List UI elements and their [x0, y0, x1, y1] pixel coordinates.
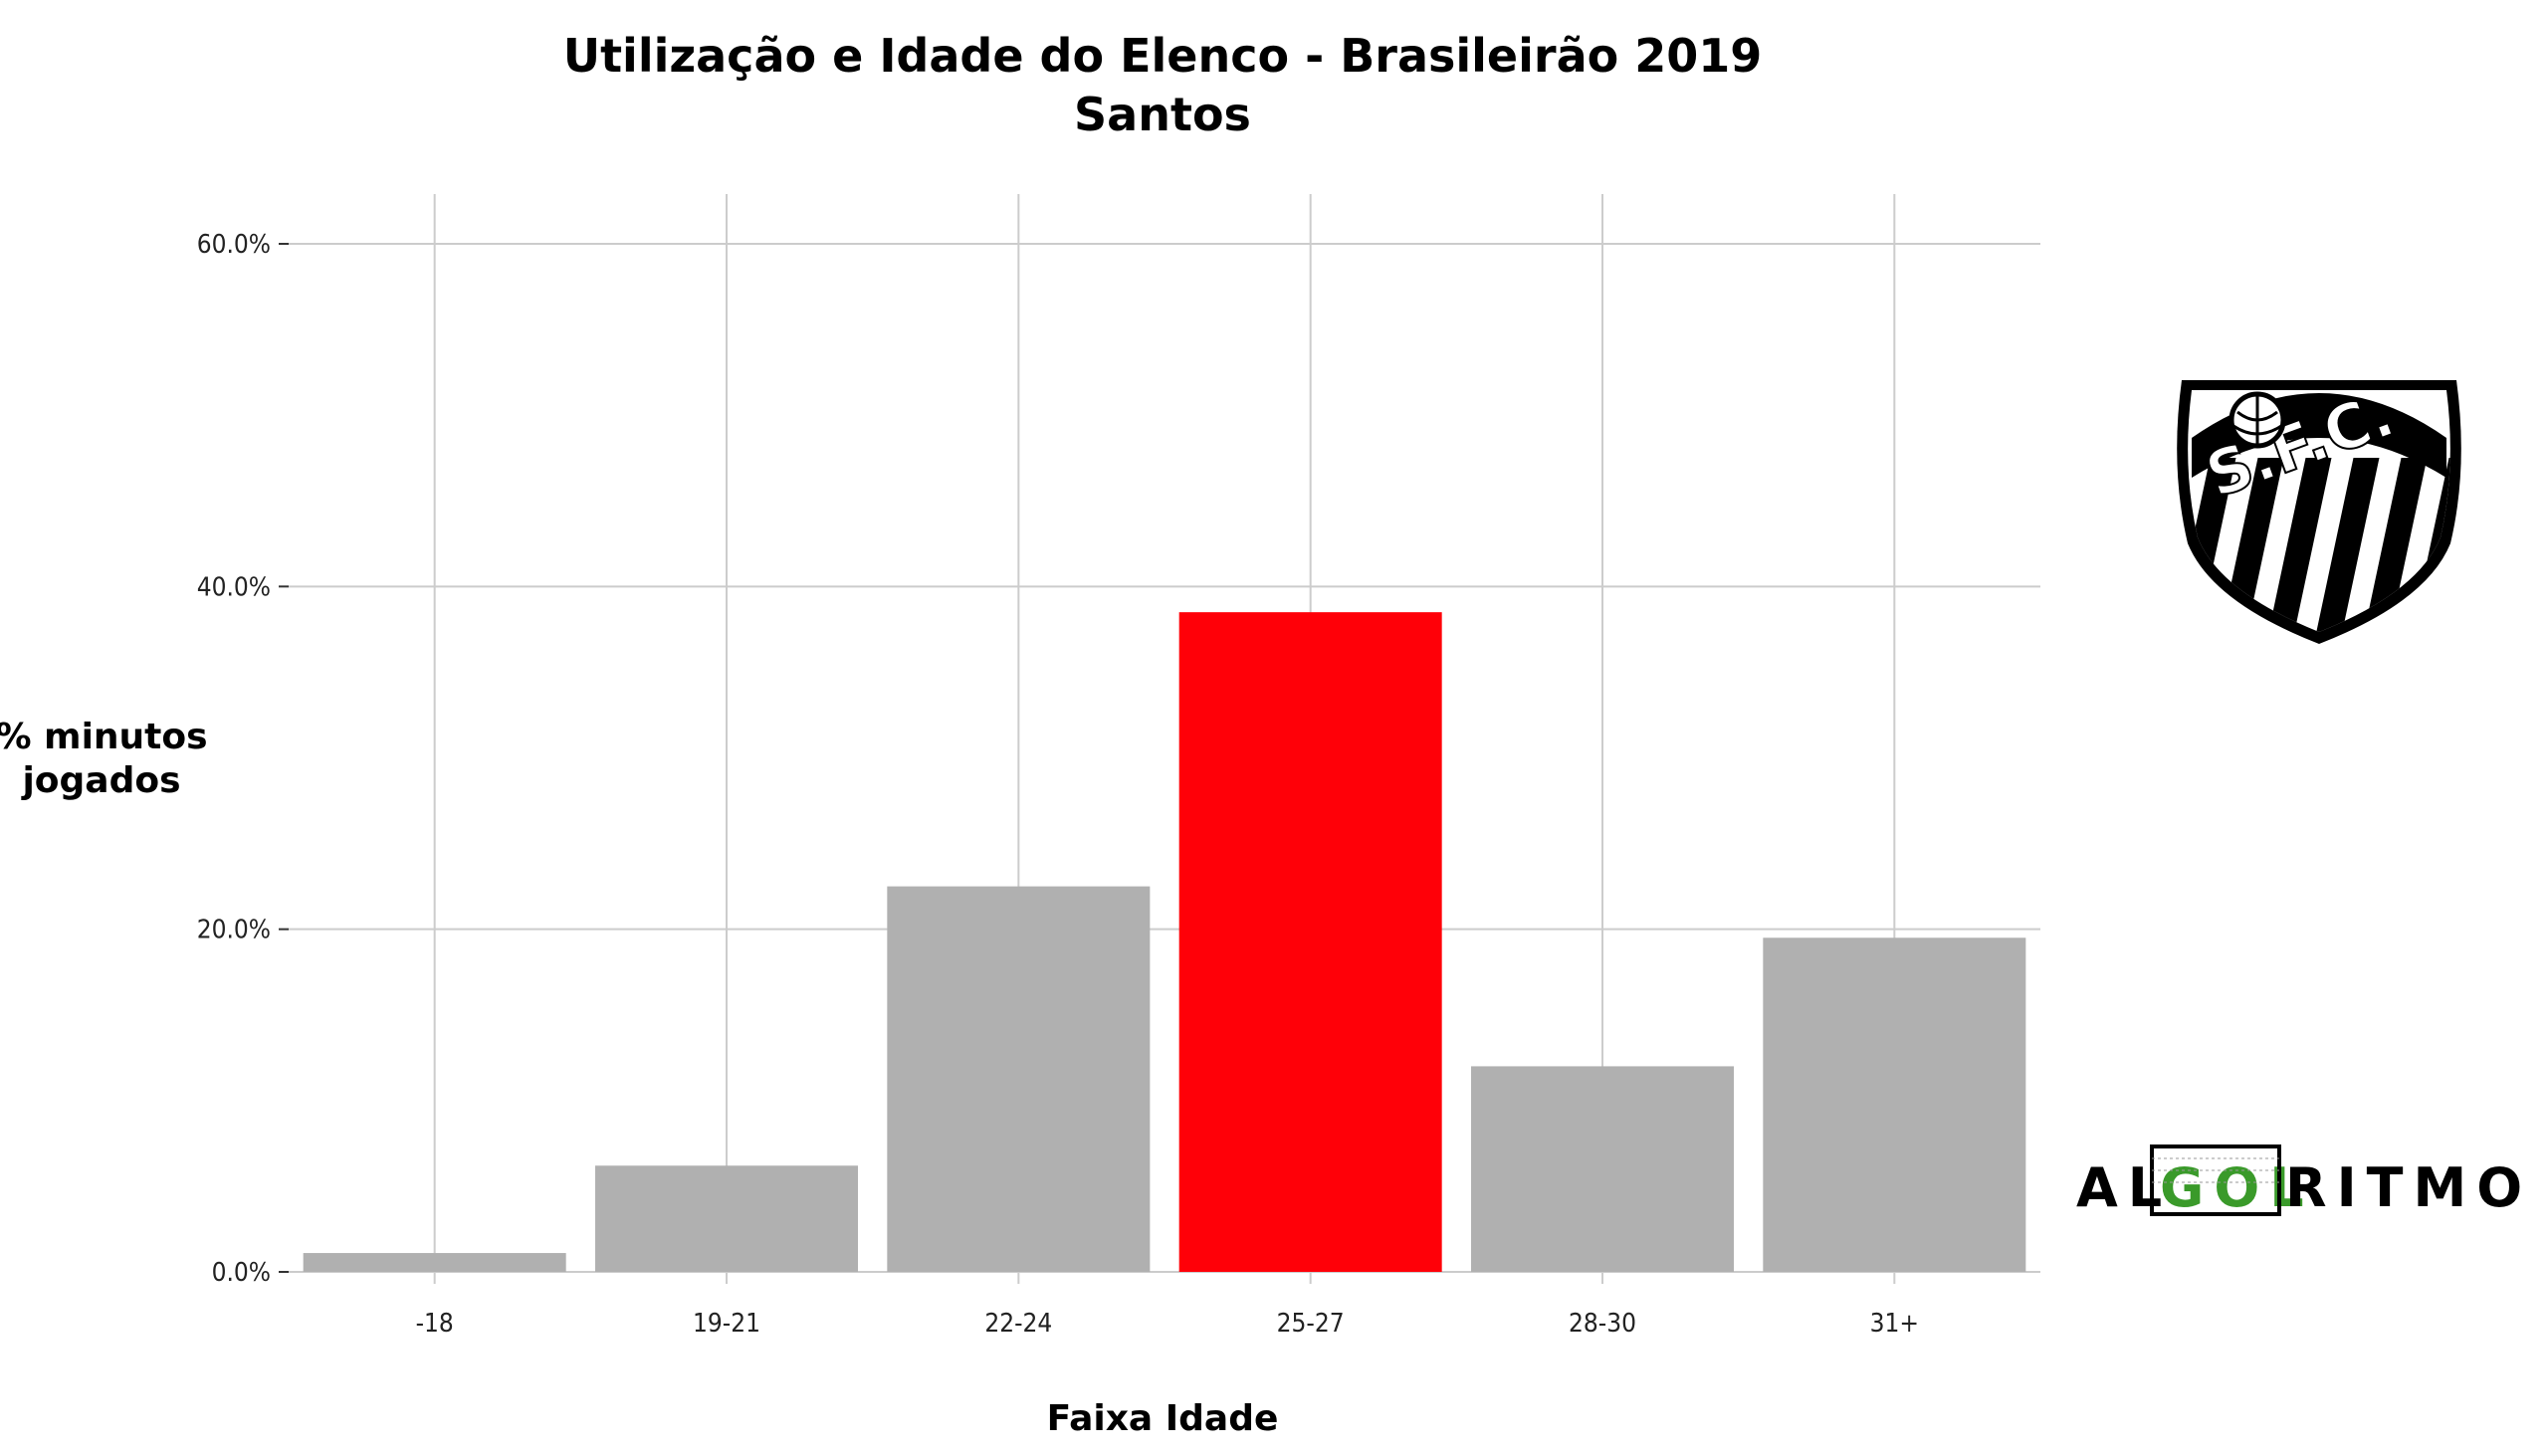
x-axis-label: Faixa Idade: [1047, 1398, 1279, 1439]
y-tick-label: 0.0%: [212, 1258, 271, 1288]
y-tick-label: 40.0%: [197, 572, 271, 602]
goal-frame-icon: [2150, 1144, 2281, 1216]
bar--18: [303, 1253, 566, 1272]
y-axis-label-line1: % minutos: [0, 717, 208, 757]
x-tick-label: 25-27: [1277, 1309, 1345, 1339]
x-tick-label: 31+: [1870, 1309, 1919, 1339]
x-tick-label: 22-24: [984, 1309, 1052, 1339]
brand-prefix: AL: [2076, 1156, 2172, 1219]
svg-text:ALGOLRITMO: ALGOLRITMO: [2076, 1156, 2532, 1219]
chart-subtitle: Santos: [1074, 88, 1251, 141]
y-tick-label: 60.0%: [197, 230, 271, 260]
brand-suffix: RITMO: [2285, 1156, 2532, 1219]
chart-title: Utilização e Idade do Elenco - Brasileir…: [563, 29, 1763, 83]
y-tick-label: 20.0%: [197, 916, 271, 945]
bar-19-21: [595, 1165, 858, 1272]
bar-22-24: [887, 886, 1151, 1272]
y-axis-ticks: 0.0% 20.0% 40.0% 60.0%: [197, 230, 289, 1288]
x-tick-label: -18: [416, 1309, 454, 1339]
bars: [303, 612, 2026, 1272]
x-tick-label: 28-30: [1569, 1309, 1636, 1339]
x-axis-ticks: -18 19-21 22-24 25-27 28-30 31+: [416, 1309, 1919, 1339]
algolritmo-logo: ALGOLRITMO: [2076, 1144, 2532, 1219]
x-tick-label: 19-21: [693, 1309, 760, 1339]
santos-fc-badge-icon: S.F.C.: [2177, 376, 2461, 644]
y-axis-label-line2: jogados: [20, 760, 180, 801]
bar-28-30: [1471, 1066, 1734, 1272]
bar-25-27: [1178, 612, 1442, 1272]
bar-31+: [1763, 937, 2026, 1272]
